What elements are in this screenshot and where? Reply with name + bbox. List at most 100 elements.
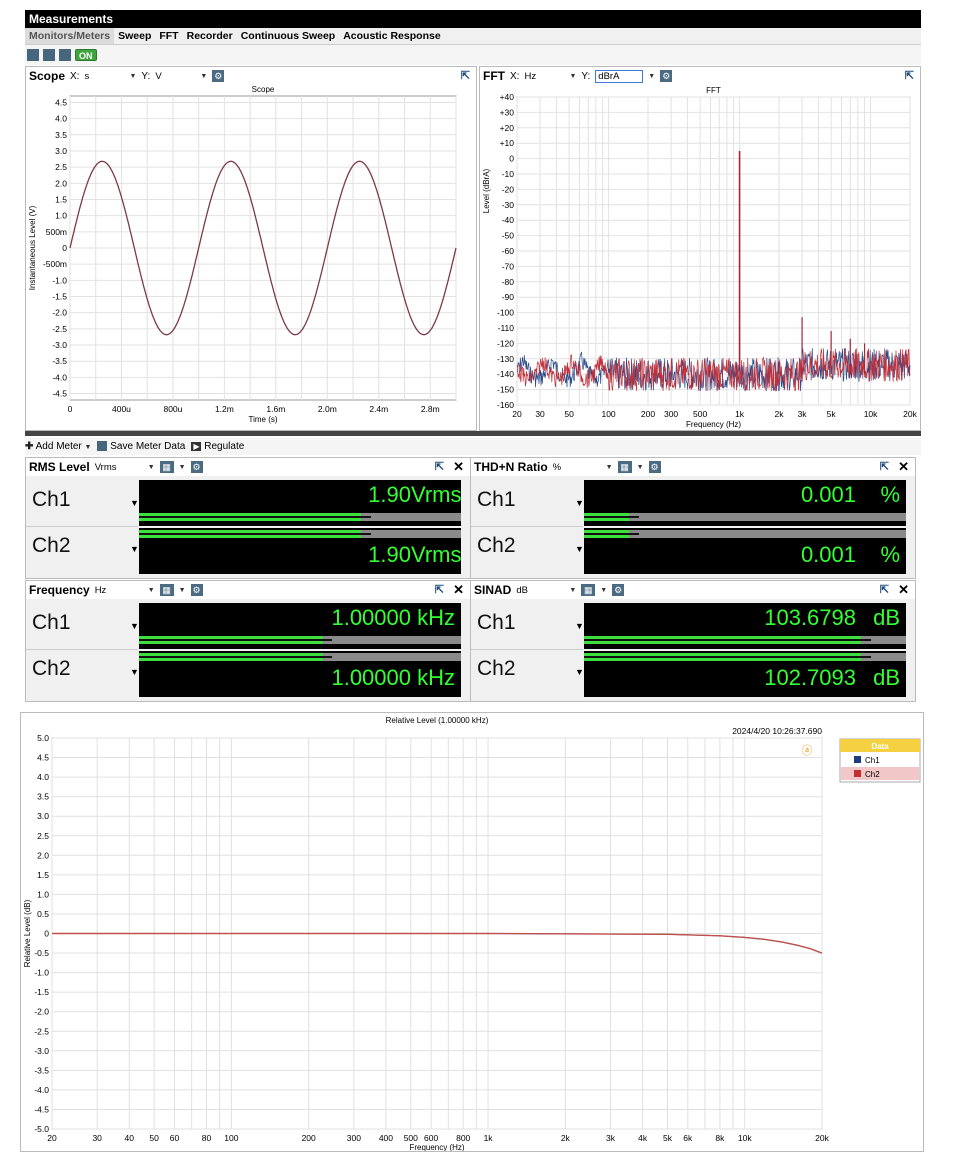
meter-chart-chevron-down-icon[interactable]: ▼ [636, 463, 644, 471]
channel-dropdown-icon[interactable]: ▼ [575, 544, 584, 554]
fft-x-tick: 2k [775, 409, 785, 419]
meter-chart-chevron-down-icon[interactable]: ▼ [178, 463, 186, 471]
meter-chart-icon[interactable]: ▦ [617, 461, 632, 473]
scope-y-chevron-down-icon[interactable]: ▼ [200, 72, 208, 80]
fft-x-tick: 500 [693, 409, 707, 419]
scope-y-tick: -2.0 [52, 308, 67, 318]
meter-close-icon[interactable]: ✕ [898, 459, 909, 474]
meter-gear-icon[interactable]: ⚙ [190, 584, 203, 596]
meter-row-ch1: Ch1 ▼ 0.001% [471, 480, 915, 526]
fft-popout-icon[interactable]: ⇱ [904, 70, 914, 82]
fft-y-tick: -90 [502, 292, 515, 302]
meter-chart-chevron-down-icon[interactable]: ▼ [600, 586, 608, 594]
channel-dropdown-icon[interactable]: ▼ [130, 498, 139, 508]
meter-popout-icon[interactable]: ⇱ [879, 584, 889, 596]
scope-waveform [69, 160, 457, 336]
menu-recorder[interactable]: Recorder [186, 30, 233, 42]
fft-y-tick: -10 [502, 169, 515, 179]
channel-label: Ch1 [477, 488, 516, 511]
scope-gear-icon[interactable]: ⚙ [212, 70, 225, 82]
channel-dropdown-icon[interactable]: ▼ [575, 667, 584, 677]
add-meter-button[interactable]: ✚ Add Meter ▼ [25, 441, 92, 452]
channel-dropdown-icon[interactable]: ▼ [130, 621, 139, 631]
meter-unit-select[interactable]: dB [516, 584, 528, 596]
fft-y-axis-label: Level (dBrA) [482, 168, 491, 213]
meter-value-text: 1.90Vrms [368, 542, 462, 567]
fft-x-axis-label: Frequency (Hz) [686, 420, 741, 429]
save-icon [97, 441, 108, 452]
scope-x-unit-select[interactable]: s [84, 70, 90, 82]
meter-gear-icon[interactable]: ⚙ [190, 461, 203, 473]
meter-popout-icon[interactable]: ⇱ [434, 584, 444, 596]
meter-unit-chevron-down-icon[interactable]: ▼ [569, 586, 577, 594]
scope-x-chevron-down-icon[interactable]: ▼ [129, 72, 137, 80]
relative-x-tick: 4k [638, 1133, 648, 1143]
meter-unit-select[interactable]: Hz [94, 584, 107, 596]
fft-x-unit-select[interactable]: Hz [524, 70, 537, 82]
fft-trace-ch2 [516, 348, 911, 392]
relative-y-tick: -1.0 [34, 968, 49, 978]
row-separator [471, 526, 583, 527]
level-bar [584, 513, 906, 521]
relative-x-tick: 100 [224, 1133, 238, 1143]
channel-dropdown-icon[interactable]: ▼ [575, 498, 584, 508]
meter-chart-icon[interactable]: ▦ [581, 584, 596, 596]
scope-x-tick: 0 [68, 404, 73, 414]
legend-title: Data [871, 742, 889, 751]
meter-close-icon[interactable]: ✕ [898, 582, 909, 597]
panel-splitter[interactable] [25, 431, 921, 436]
play-icon: ▶ [191, 442, 202, 451]
channel-dropdown-icon[interactable]: ▼ [130, 544, 139, 554]
bluetooth-icon[interactable] [43, 49, 55, 61]
save-meter-data-button[interactable]: Save Meter Data [97, 441, 185, 452]
fft-y-chevron-down-icon[interactable]: ▼ [648, 72, 656, 80]
meter-toolbar: ✚ Add Meter ▼ Save Meter Data ▶ Regulate [25, 438, 921, 455]
fft-x-tick: 20 [512, 409, 522, 419]
relative-x-axis-label: Frequency (Hz) [409, 1143, 464, 1151]
waveform-icon[interactable] [59, 49, 71, 61]
meter-unit-chevron-down-icon[interactable]: ▼ [605, 463, 613, 471]
relative-level-chart: Relative Level (1.00000 kHz) 2024/4/20 10… [23, 716, 921, 1151]
meter-unit-chevron-down-icon[interactable]: ▼ [147, 463, 155, 471]
generator-on-toggle[interactable]: ON [75, 49, 97, 61]
menu-monitors-meters[interactable]: Monitors/Meters [25, 28, 115, 44]
scope-y-label: Y: [141, 70, 151, 82]
fft-x-label: X: [510, 70, 520, 82]
regulate-button[interactable]: ▶ Regulate [191, 441, 245, 452]
menu-continuous-sweep[interactable]: Continuous Sweep [240, 30, 336, 42]
meter-unit-chevron-down-icon[interactable]: ▼ [147, 586, 155, 594]
scope-popout-icon[interactable]: ⇱ [460, 70, 470, 82]
channel-dropdown-icon[interactable]: ▼ [130, 667, 139, 677]
meter-gear-icon[interactable]: ⚙ [612, 584, 625, 596]
meter-chart-chevron-down-icon[interactable]: ▼ [178, 586, 186, 594]
menu-sweep[interactable]: Sweep [118, 30, 152, 42]
fft-y-tick: -60 [502, 246, 515, 256]
fft-x-chevron-down-icon[interactable]: ▼ [569, 72, 577, 80]
scope-x-tick: 1.6m [266, 404, 285, 414]
meter-close-icon[interactable]: ✕ [453, 582, 464, 597]
fft-panel: FFT X: Hz ▼ Y: dBrA ▼ ⚙ ⇱ FFT +40 +30 +20 +1… [479, 66, 921, 431]
fft-y-tick: +10 [500, 138, 515, 148]
scope-y-tick: -500m [43, 259, 67, 269]
meter-unit-select[interactable]: % [552, 461, 562, 473]
fft-gear-icon[interactable]: ⚙ [660, 70, 673, 82]
relative-y-axis-label: Relative Level (dB) [23, 899, 32, 967]
scope-x-label: X: [70, 70, 80, 82]
device-settings-icon[interactable] [27, 49, 39, 61]
menu-bar: Monitors/Meters Sweep FFT Recorder Conti… [25, 28, 921, 45]
meter-chart-icon[interactable]: ▦ [159, 584, 174, 596]
menu-acoustic-response[interactable]: Acoustic Response [343, 30, 441, 42]
meter-close-icon[interactable]: ✕ [453, 459, 464, 474]
meter-unit-select[interactable]: Vrms [94, 461, 117, 473]
scope-y-unit-select[interactable]: V [155, 70, 162, 82]
channel-dropdown-icon[interactable]: ▼ [575, 621, 584, 631]
meter-popout-icon[interactable]: ⇱ [879, 461, 889, 473]
meter-popout-icon[interactable]: ⇱ [434, 461, 444, 473]
main-toolbar: ON [25, 45, 921, 65]
fft-y-unit-select[interactable]: dBrA [595, 69, 644, 83]
meter-gear-icon[interactable]: ⚙ [648, 461, 661, 473]
menu-fft[interactable]: FFT [159, 30, 179, 42]
meter-chart-icon[interactable]: ▦ [159, 461, 174, 473]
relative-x-tick: 60 [170, 1133, 180, 1143]
scope-chart-title: Scope [252, 85, 275, 94]
